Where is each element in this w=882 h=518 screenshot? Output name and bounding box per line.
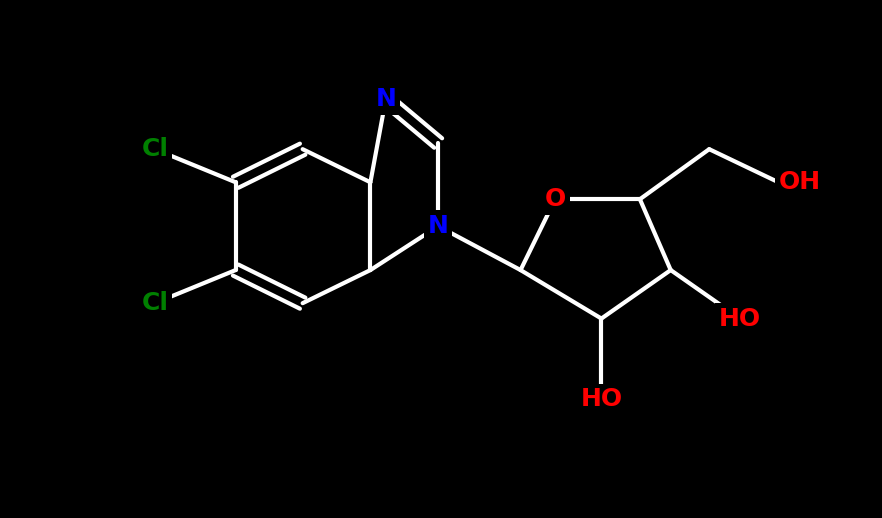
Text: HO: HO bbox=[580, 387, 623, 411]
Text: HO: HO bbox=[719, 307, 761, 330]
Text: N: N bbox=[428, 214, 449, 238]
Text: Cl: Cl bbox=[141, 291, 168, 315]
Text: Cl: Cl bbox=[141, 137, 168, 161]
Text: N: N bbox=[376, 87, 396, 111]
Text: OH: OH bbox=[779, 170, 820, 194]
Text: O: O bbox=[544, 187, 566, 211]
